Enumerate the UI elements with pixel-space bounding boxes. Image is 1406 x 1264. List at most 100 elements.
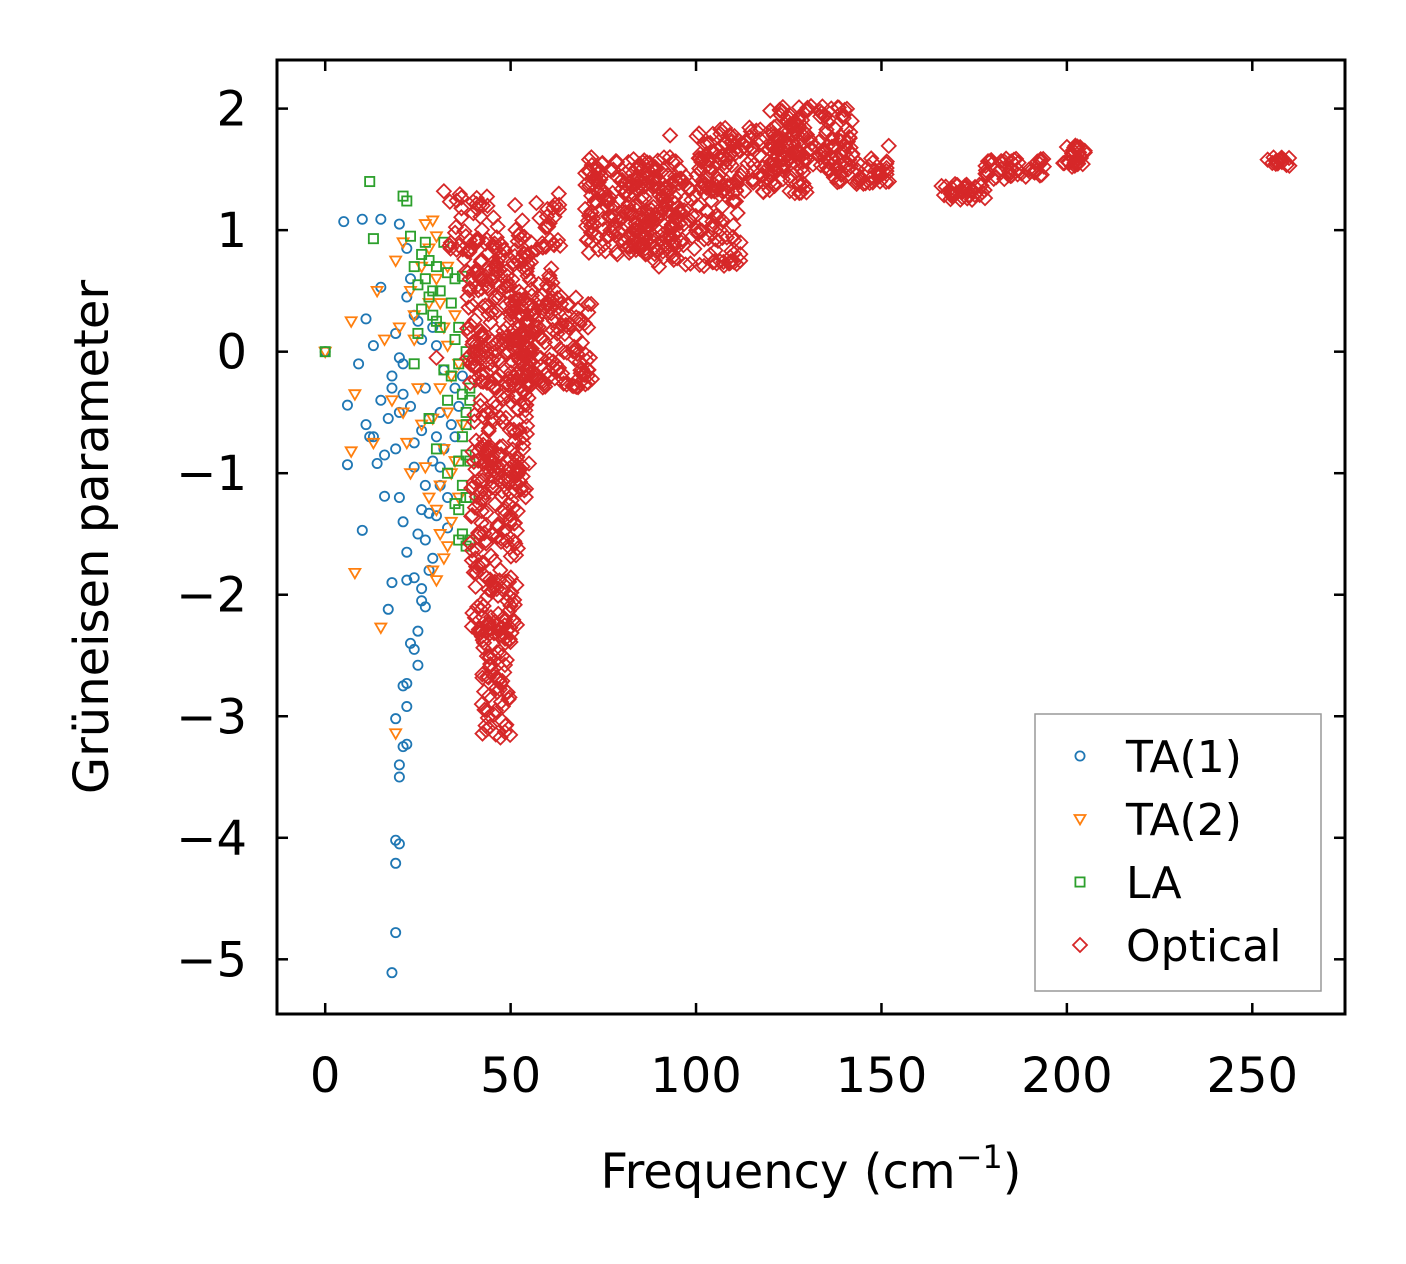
data-point bbox=[429, 575, 444, 588]
data-point bbox=[500, 284, 518, 302]
data-point bbox=[480, 687, 498, 704]
data-point bbox=[489, 460, 506, 477]
data-point bbox=[1259, 151, 1276, 168]
data-point bbox=[860, 158, 877, 175]
data-point bbox=[403, 468, 418, 481]
data-point bbox=[501, 277, 518, 294]
data-point bbox=[1003, 153, 1020, 170]
data-point bbox=[798, 184, 815, 201]
data-point bbox=[475, 466, 493, 483]
data-point bbox=[497, 409, 515, 427]
data-point bbox=[672, 170, 690, 187]
data-point bbox=[725, 253, 743, 271]
data-point bbox=[933, 177, 950, 195]
data-point bbox=[453, 455, 465, 467]
data-point bbox=[496, 502, 513, 519]
data-point bbox=[540, 291, 558, 309]
data-point bbox=[537, 238, 555, 255]
data-point bbox=[595, 221, 613, 238]
data-point bbox=[418, 462, 433, 475]
data-point bbox=[517, 408, 535, 425]
data-point bbox=[704, 125, 722, 143]
data-point bbox=[493, 483, 511, 500]
data-point bbox=[427, 552, 439, 564]
data-point bbox=[1265, 149, 1282, 166]
data-point bbox=[724, 228, 742, 246]
x-tick-label: 0 bbox=[310, 1048, 341, 1104]
data-point bbox=[401, 738, 413, 750]
data-point bbox=[710, 173, 727, 190]
data-point bbox=[546, 208, 563, 225]
data-point bbox=[567, 342, 584, 360]
data-point bbox=[567, 339, 585, 357]
x-axis-label-main: Frequency (cm bbox=[600, 1144, 955, 1200]
data-point bbox=[690, 125, 708, 142]
data-point bbox=[801, 140, 819, 158]
data-point bbox=[709, 232, 727, 250]
data-point bbox=[741, 119, 758, 136]
data-point bbox=[720, 255, 738, 272]
data-point bbox=[382, 603, 394, 615]
data-point bbox=[440, 407, 455, 420]
data-point bbox=[701, 159, 719, 176]
data-point bbox=[518, 263, 535, 280]
data-point bbox=[769, 139, 786, 156]
x-tick-label: 150 bbox=[836, 1048, 928, 1104]
data-point bbox=[453, 189, 470, 206]
data-point bbox=[434, 285, 446, 297]
data-point bbox=[695, 177, 713, 194]
data-point bbox=[619, 237, 637, 255]
data-point bbox=[460, 299, 477, 316]
x-tick-label: 50 bbox=[480, 1048, 541, 1104]
data-point bbox=[465, 473, 483, 491]
data-point bbox=[640, 229, 658, 247]
data-point bbox=[840, 151, 858, 168]
data-point bbox=[838, 100, 856, 118]
data-point bbox=[634, 154, 652, 171]
data-point bbox=[512, 306, 529, 324]
data-point bbox=[608, 168, 625, 185]
data-point bbox=[356, 524, 368, 536]
data-point bbox=[577, 164, 594, 182]
data-point bbox=[716, 154, 733, 172]
x-axis-label-close: ) bbox=[1003, 1144, 1022, 1200]
data-point bbox=[691, 145, 709, 163]
data-point bbox=[448, 241, 465, 258]
data-point bbox=[464, 604, 481, 622]
data-point bbox=[880, 137, 898, 155]
data-point bbox=[401, 574, 413, 586]
data-point bbox=[430, 510, 442, 522]
data-point bbox=[541, 270, 559, 287]
data-point bbox=[634, 187, 651, 205]
data-point bbox=[464, 443, 481, 460]
data-point bbox=[478, 702, 496, 719]
data-point bbox=[367, 233, 379, 245]
data-point bbox=[479, 588, 496, 605]
data-point bbox=[490, 446, 507, 463]
data-point bbox=[743, 171, 761, 189]
data-point bbox=[477, 343, 495, 361]
data-point bbox=[412, 279, 424, 291]
data-point bbox=[545, 281, 563, 298]
data-point bbox=[488, 643, 506, 661]
data-point bbox=[675, 215, 693, 233]
data-point bbox=[347, 567, 362, 581]
data-point bbox=[835, 109, 852, 127]
data-point bbox=[412, 327, 424, 339]
data-point bbox=[576, 366, 593, 384]
data-point bbox=[538, 208, 556, 225]
data-point bbox=[386, 577, 398, 589]
data-point bbox=[408, 572, 420, 584]
data-point bbox=[644, 173, 662, 190]
data-point bbox=[459, 320, 476, 337]
data-point bbox=[468, 278, 485, 295]
data-point bbox=[556, 325, 574, 343]
data-point bbox=[502, 597, 519, 615]
data-point bbox=[523, 280, 540, 298]
data-point bbox=[453, 209, 470, 226]
data-point bbox=[820, 161, 837, 179]
data-point bbox=[427, 285, 439, 297]
data-point bbox=[519, 255, 536, 272]
data-point bbox=[546, 369, 564, 387]
data-point bbox=[397, 516, 409, 528]
